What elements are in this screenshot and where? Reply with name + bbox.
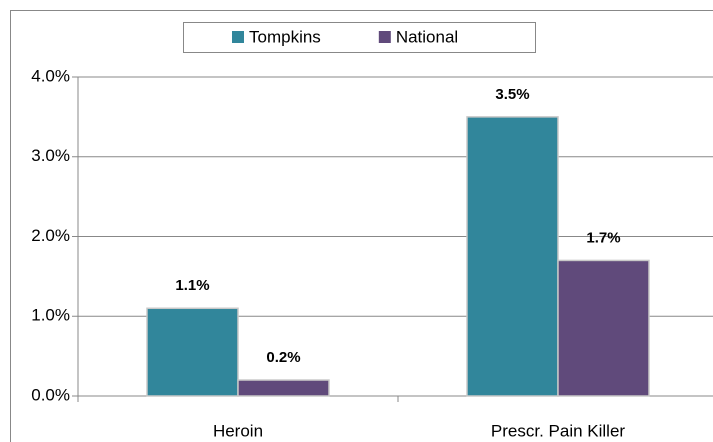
y-tick-label: 1.0% [31, 306, 70, 325]
bar [146, 307, 239, 397]
value-label: 0.2% [266, 349, 300, 366]
bar [557, 259, 650, 397]
y-tick-label: 2.0% [31, 226, 70, 245]
legend-swatch [232, 31, 244, 43]
y-tick-label: 3.0% [31, 146, 70, 165]
x-tick-label: Heroin [213, 421, 263, 440]
y-tick-label: 4.0% [31, 66, 70, 85]
legend-swatch [378, 31, 391, 43]
legend-label: Tompkins [249, 27, 321, 46]
y-tick-label: 0.0% [31, 385, 70, 404]
value-label: 1.1% [175, 277, 209, 294]
value-label: 3.5% [495, 86, 529, 103]
value-label: 1.7% [586, 229, 620, 246]
legend-label: National [396, 27, 458, 46]
chart-frame [10, 10, 713, 442]
bar [466, 116, 559, 397]
x-tick-label: Prescr. Pain Killer [491, 421, 625, 440]
bar [237, 379, 330, 397]
